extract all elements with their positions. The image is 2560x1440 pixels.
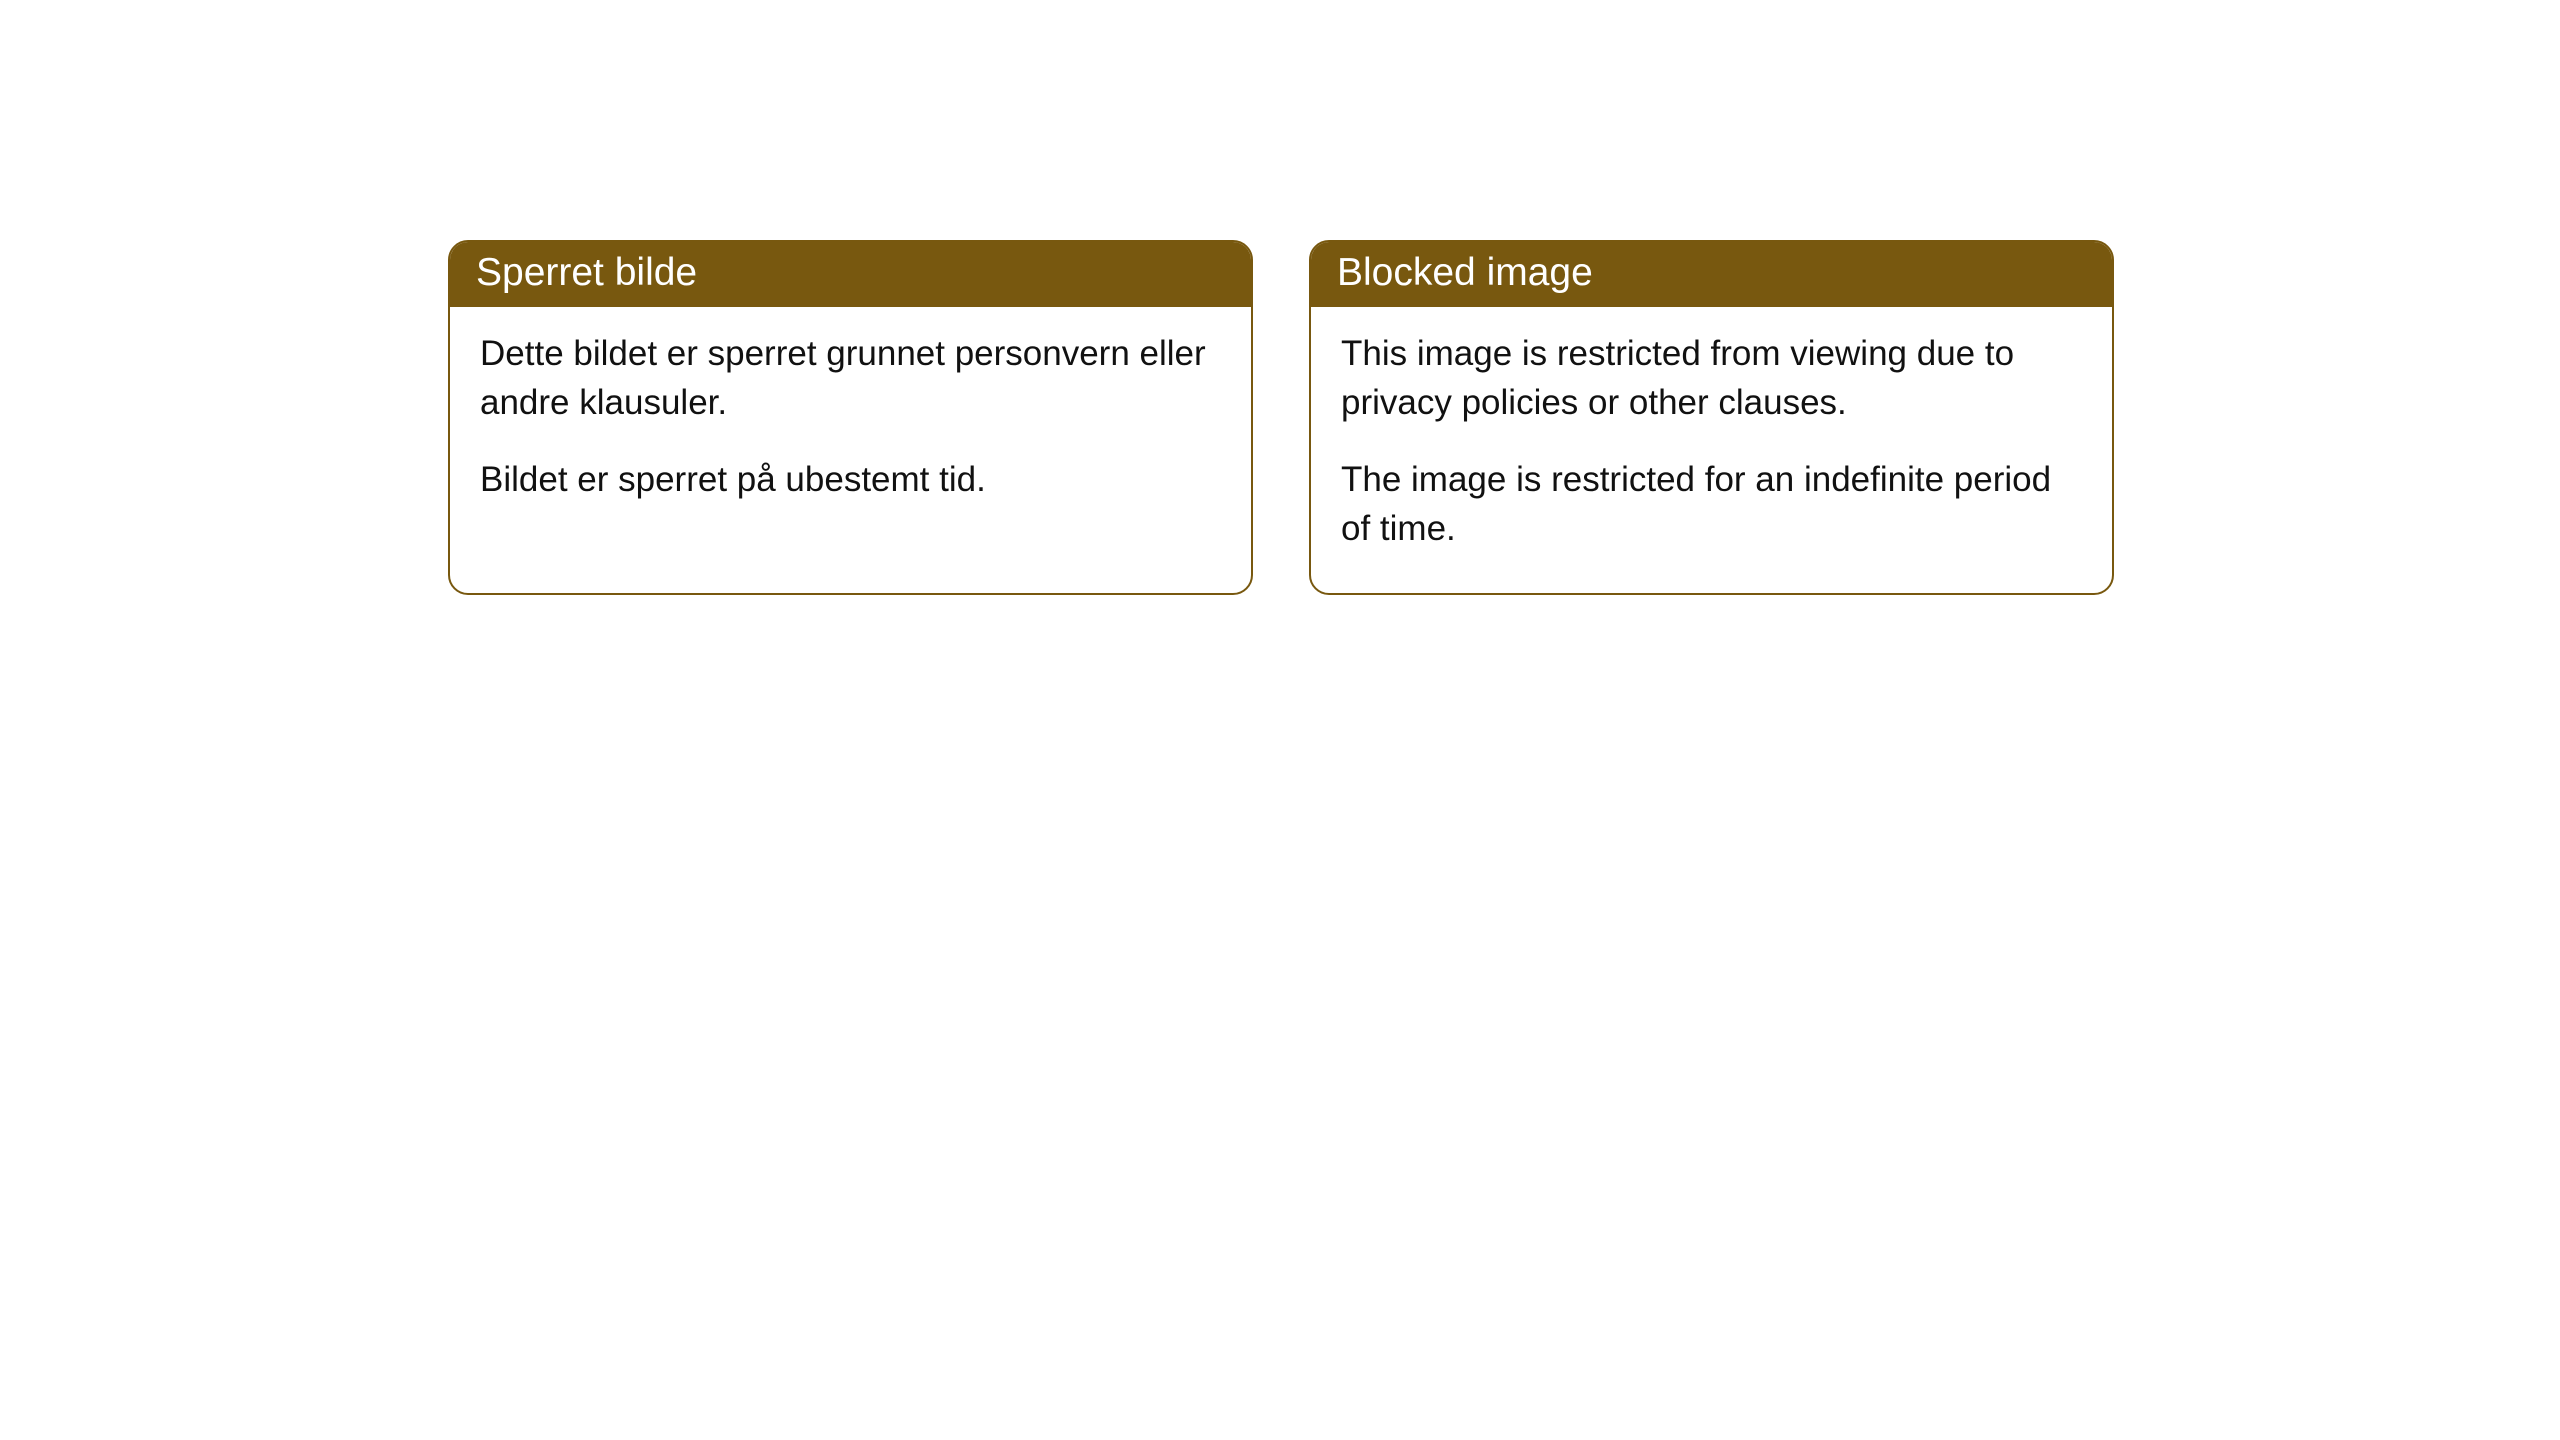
card-paragraph-no-1: Dette bildet er sperret grunnet personve… — [480, 329, 1221, 427]
blocked-image-card-no: Sperret bilde Dette bildet er sperret gr… — [448, 240, 1253, 595]
card-body-en: This image is restricted from viewing du… — [1311, 307, 2112, 593]
card-paragraph-en-2: The image is restricted for an indefinit… — [1341, 455, 2082, 553]
cards-container: Sperret bilde Dette bildet er sperret gr… — [0, 0, 2560, 595]
card-paragraph-en-1: This image is restricted from viewing du… — [1341, 329, 2082, 427]
card-header-en: Blocked image — [1311, 242, 2112, 307]
blocked-image-card-en: Blocked image This image is restricted f… — [1309, 240, 2114, 595]
card-header-no: Sperret bilde — [450, 242, 1251, 307]
card-paragraph-no-2: Bildet er sperret på ubestemt tid. — [480, 455, 1221, 504]
card-body-no: Dette bildet er sperret grunnet personve… — [450, 307, 1251, 544]
